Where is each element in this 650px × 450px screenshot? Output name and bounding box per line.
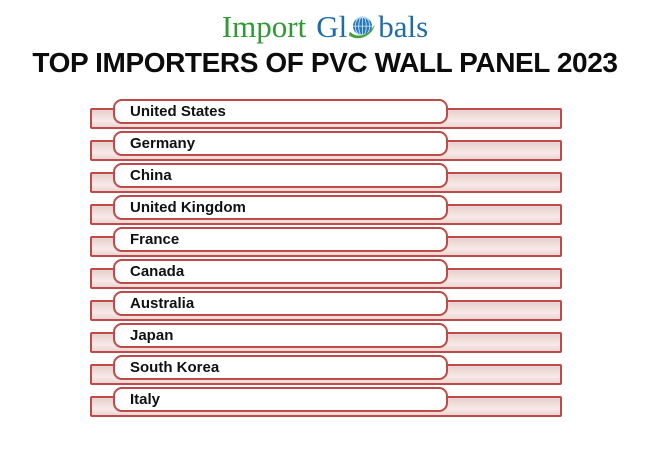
country-label-box: France [113,227,448,252]
country-label: Germany [130,135,196,152]
country-row: China [90,163,562,195]
country-label-box: United Kingdom [113,195,448,220]
country-row: South Korea [90,355,562,387]
country-row: France [90,227,562,259]
logo-word-bals: bals [378,8,429,44]
country-row: Japan [90,323,562,355]
country-label: China [130,167,172,184]
country-row: Australia [90,291,562,323]
country-label: Canada [130,263,185,280]
logo-word-gl: Gl [316,8,348,44]
country-label: Japan [130,327,174,344]
logo-word-import: Import [221,8,307,44]
country-label: Australia [130,295,195,312]
country-label: South Korea [130,359,220,376]
country-label-box: United States [113,99,448,124]
page-title: TOP IMPORTERS OF PVC WALL PANEL 2023 [32,47,618,78]
country-row: Canada [90,259,562,291]
country-row: Germany [90,131,562,163]
globe-icon [349,16,375,39]
country-label: United States [130,103,226,120]
globe-swoosh [349,24,375,39]
country-list: United States Germany China United Kingd… [90,99,562,419]
country-label: United Kingdom [130,199,246,216]
country-row: United States [90,99,562,131]
country-label-box: China [113,163,448,188]
country-label-box: Japan [113,323,448,348]
country-row: United Kingdom [90,195,562,227]
country-label-box: South Korea [113,355,448,380]
country-label-box: Canada [113,259,448,284]
country-label: Italy [130,391,161,408]
country-label-box: Germany [113,131,448,156]
import-globals-logo: Import Gl bals [0,0,650,44]
country-label: France [130,231,180,248]
country-label-box: Italy [113,387,448,412]
country-label-box: Australia [113,291,448,316]
country-row: Italy [90,387,562,419]
